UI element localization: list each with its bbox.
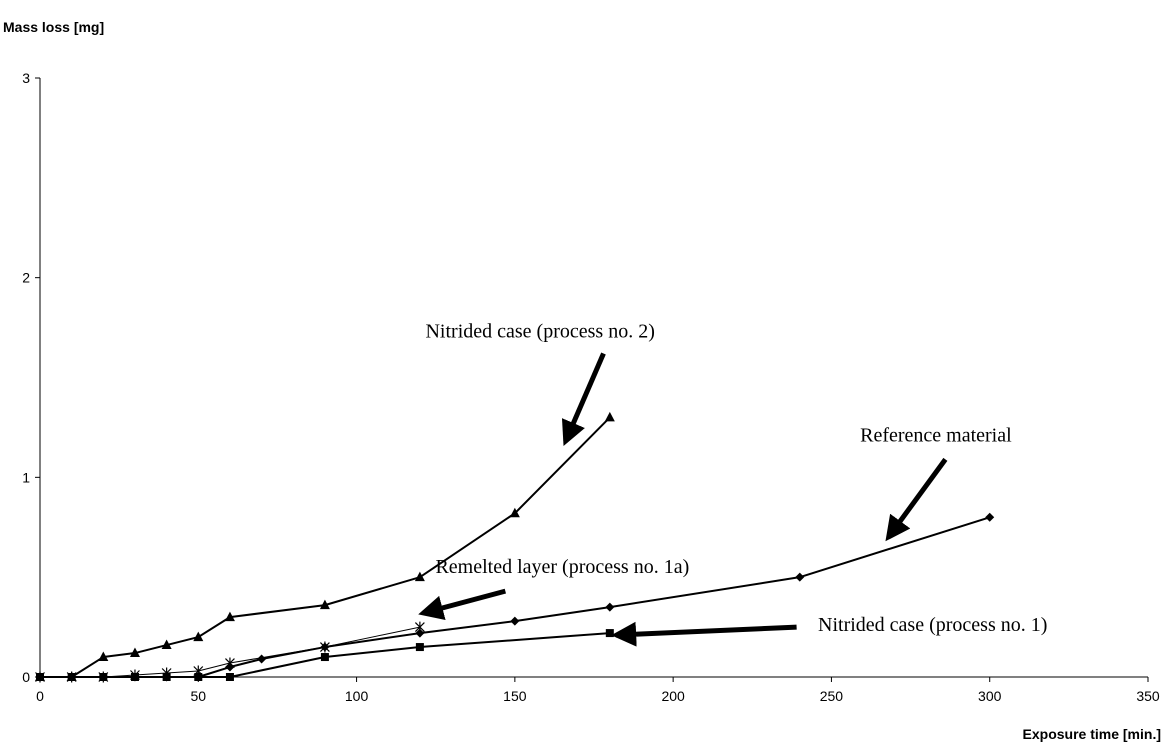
- data-point-nitrided2: [319, 599, 330, 610]
- data-point-nitrided1: [320, 653, 329, 662]
- data-point-remelted1a: [225, 657, 235, 669]
- data-point-nitrided1: [162, 673, 171, 681]
- data-point-nitrided2: [129, 647, 140, 658]
- series-reference: [35, 512, 995, 682]
- data-point-nitrided2: [224, 611, 235, 622]
- data-point-reference: [985, 512, 995, 522]
- data-point-nitrided2: [161, 639, 172, 650]
- annotation-text: Reference material: [860, 424, 1012, 446]
- annotation-a_nitrided2: Nitrided case (process no. 2): [425, 321, 655, 446]
- data-point-remelted1a: [319, 641, 330, 653]
- y-tick-label: 0: [22, 669, 30, 685]
- data-point-nitrided1: [415, 643, 424, 652]
- data-point-nitrided1: [36, 673, 44, 681]
- y-tick-label: 2: [22, 270, 30, 286]
- data-point-nitrided2: [509, 507, 520, 518]
- x-tick-label: 0: [36, 688, 44, 704]
- data-point-reference: [795, 572, 805, 582]
- series-nitrided1: [36, 629, 614, 681]
- annotation-arrow: [561, 352, 606, 446]
- data-point-nitrided1: [225, 673, 234, 681]
- data-point-reference: [415, 628, 425, 638]
- annotation-a_reference: Reference material: [860, 424, 1012, 542]
- annotation-a_nitrided1: Nitrided case (process no. 1): [611, 614, 1047, 647]
- data-point-reference: [257, 654, 267, 664]
- x-tick-label: 350: [1136, 688, 1160, 704]
- x-tick-label: 50: [190, 688, 206, 704]
- series-layer: [35, 411, 995, 683]
- data-point-reference: [510, 616, 520, 626]
- data-point-nitrided1: [99, 673, 108, 681]
- y-tick-label: 3: [22, 70, 30, 86]
- annotation-a_remelted: Remelted layer (process no. 1a): [418, 556, 689, 621]
- y-axis-title: Mass loss [mg]: [3, 19, 104, 35]
- series-line-nitrided1: [40, 632, 610, 678]
- annotation-arrow: [418, 588, 507, 621]
- series-nitrided2: [35, 411, 615, 681]
- data-point-nitrided1: [130, 673, 139, 681]
- data-point-nitrided2: [193, 631, 204, 642]
- data-point-nitrided1: [194, 673, 203, 681]
- data-point-nitrided2: [414, 571, 425, 582]
- x-tick-label: 300: [978, 688, 1002, 704]
- annotation-arrow: [611, 621, 797, 647]
- x-tick-label: 200: [661, 688, 685, 704]
- data-point-nitrided1: [67, 673, 76, 681]
- y-tick-label: 1: [22, 469, 30, 485]
- series-line-nitrided2: [40, 416, 611, 678]
- series-line-reference: [40, 516, 991, 678]
- annotation-text: Remelted layer (process no. 1a): [435, 556, 689, 578]
- annotation-layer: Nitrided case (process no. 2) Reference m…: [418, 321, 1047, 647]
- x-tick-label: 150: [503, 688, 527, 704]
- data-point-nitrided2: [604, 411, 615, 422]
- annotation-arrow: [885, 457, 948, 542]
- annotation-text: Nitrided case (process no. 1): [818, 614, 1047, 636]
- x-tick-label: 100: [345, 688, 369, 704]
- data-point-reference: [605, 602, 615, 612]
- data-point-nitrided1: [605, 629, 614, 638]
- x-axis-title: Exposure time [min.]: [1023, 726, 1161, 742]
- x-tick-label: 250: [820, 688, 844, 704]
- annotation-text: Nitrided case (process no. 2): [425, 321, 654, 343]
- data-point-remelted1a: [414, 621, 425, 633]
- data-point-nitrided2: [98, 651, 109, 662]
